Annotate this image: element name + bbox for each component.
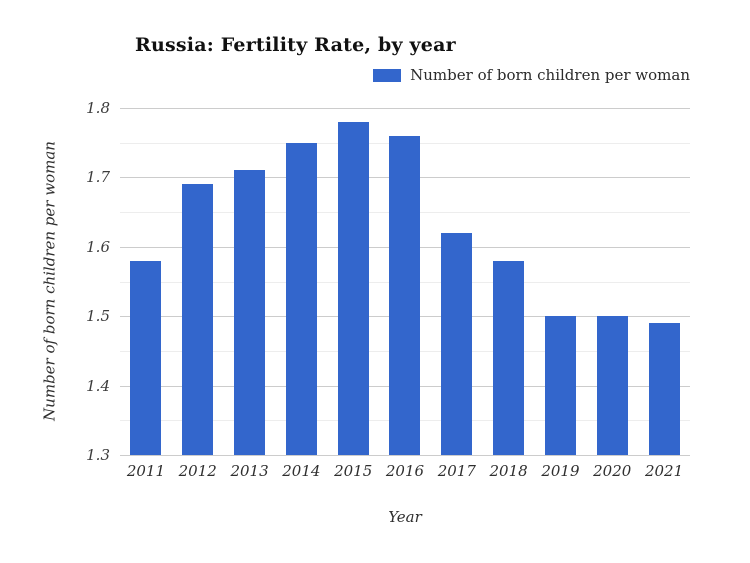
x-tick-label: 2014: [282, 462, 321, 480]
bar-2015: [337, 122, 369, 455]
legend-label: Number of born children per woman: [410, 66, 690, 84]
bar-2020: [596, 316, 628, 455]
major-gridline: [120, 108, 690, 109]
legend-swatch-icon: [373, 68, 402, 82]
bar-2019: [544, 316, 576, 455]
bar-band: [535, 108, 587, 455]
bar-band: [586, 108, 638, 455]
bar-band: [483, 108, 535, 455]
y-tick-label: 1.6: [86, 238, 110, 256]
y-tick-label: 1.3: [86, 446, 110, 464]
x-axis-line: [120, 455, 690, 456]
x-tick-label: 2011: [126, 462, 165, 480]
bar-2012: [182, 184, 214, 455]
x-axis-tick-labels: 2011 2012 2013 2014 2015 2016 2017 2018 2019 2020…: [120, 462, 690, 480]
y-axis-tick-labels: 1.8 1.7 1.6 1.5 1.4 1.3: [0, 99, 110, 464]
bar-2014: [285, 143, 317, 455]
y-tick-label: 1.7: [86, 168, 110, 186]
y-tick-label: 1.5: [86, 307, 110, 325]
plot-area: [120, 108, 690, 456]
x-tick-label: 2016: [385, 462, 425, 480]
bar-band: [172, 108, 224, 455]
bar-series: [120, 108, 690, 455]
bar-band: [379, 108, 431, 455]
x-tick-label: 2021: [644, 462, 684, 480]
x-tick-label: 2013: [230, 462, 269, 480]
bar-band: [327, 108, 379, 455]
bar-2017: [441, 233, 473, 455]
bar-2011: [130, 261, 162, 455]
bar-band: [275, 108, 327, 455]
x-tick-label: 2020: [593, 462, 632, 480]
legend: Number of born children per woman: [373, 66, 690, 84]
bar-2018: [493, 261, 525, 455]
bar-2021: [648, 323, 680, 455]
bar-band: [638, 108, 690, 455]
bar-band: [431, 108, 483, 455]
x-tick-label: 2018: [489, 462, 528, 480]
x-tick-label: 2017: [437, 462, 476, 480]
bar-band: [120, 108, 172, 455]
bar-2013: [234, 170, 266, 455]
y-tick-label: 1.8: [86, 99, 110, 117]
x-tick-label: 2015: [334, 462, 373, 480]
y-tick-label: 1.4: [86, 377, 110, 395]
bar-band: [224, 108, 276, 455]
chart-title: Russia: Fertility Rate, by year: [135, 34, 456, 56]
x-tick-label: 2012: [178, 462, 217, 480]
bar-2016: [389, 136, 421, 455]
x-axis-title: Year: [388, 508, 422, 526]
x-tick-label: 2019: [541, 462, 580, 480]
